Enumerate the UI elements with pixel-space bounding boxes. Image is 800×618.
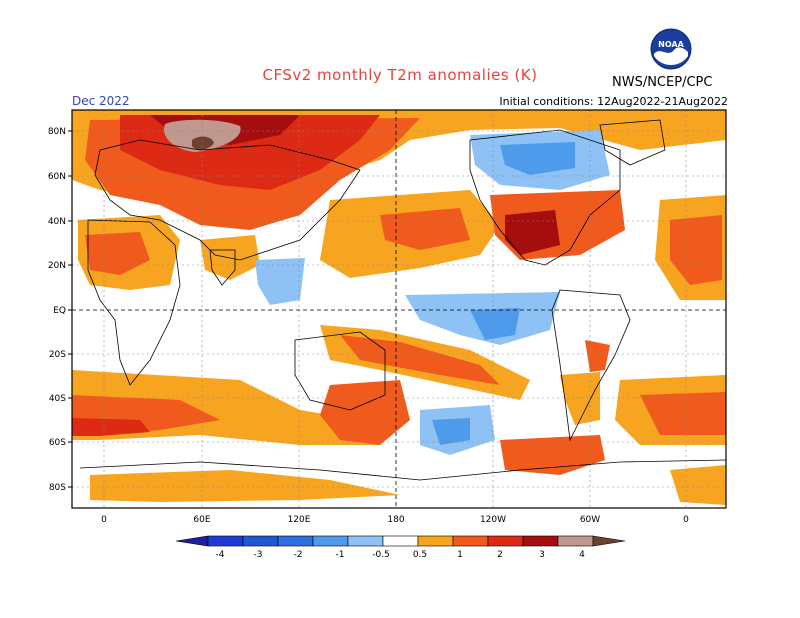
agency-label: NWS/NCEP/CPC [612, 75, 713, 90]
colorbar-swatch [207, 535, 244, 547]
lon-label: 60E [193, 515, 210, 525]
colorbar-label: 1 [457, 550, 463, 560]
colorbar-label: 0.5 [413, 550, 427, 560]
cold-region-tropical-pacific-core [470, 308, 520, 340]
gridlines [72, 110, 726, 508]
coastlines [79, 119, 726, 481]
colorbar-label: -4 [216, 550, 225, 560]
lon-labels: 0 60E 120E 180 120W 60W 0 [101, 515, 689, 525]
colorbar-swatch [487, 535, 524, 547]
colorbar-label: -3 [254, 550, 263, 560]
lat-label: EQ [53, 306, 66, 316]
lat-label: 80N [48, 127, 66, 137]
lon-label: 180 [387, 515, 404, 525]
lon-label: 0 [683, 515, 689, 525]
lat-label: 20S [49, 350, 66, 360]
warm-region-antarctica-west [670, 465, 726, 505]
colorbar-swatch [242, 535, 279, 547]
colorbar-swatch [557, 535, 594, 547]
colorbar-swatch [522, 535, 559, 547]
warm-region-npacific-core [380, 208, 470, 250]
colorbar-label: -0.5 [372, 550, 390, 560]
warm-region-samerica [585, 340, 610, 372]
warm-region-southern-ocean-atl-strong [72, 418, 150, 436]
lat-label: 60S [49, 438, 66, 448]
warm-region-africa-core [85, 232, 150, 275]
cold-region-canada-core [500, 142, 575, 175]
lat-label: 80S [49, 483, 66, 493]
lon-label: 0 [101, 515, 107, 525]
colorbar-swatch [417, 535, 454, 547]
lon-label: 120E [288, 515, 311, 525]
colorbar-label: -1 [336, 550, 345, 560]
colorbar-cap-left [175, 535, 209, 547]
lat-label: 20N [48, 261, 66, 271]
lat-label: 60N [48, 172, 66, 182]
colorbar-cap-right [592, 535, 626, 547]
colorbar-swatch [347, 535, 384, 547]
lat-label: 40N [48, 217, 66, 227]
initial-conditions: Initial conditions: 12Aug2022-21Aug2022 [499, 95, 728, 108]
valid-month: Dec 2022 [72, 94, 130, 108]
warm-region-southern-ocean-indian-core [640, 392, 726, 435]
lat-ticks [68, 130, 72, 488]
colorbar-label: 4 [579, 550, 585, 560]
lat-label: 40S [49, 394, 66, 404]
colorbar-label: -2 [294, 550, 303, 560]
warm-region-atlantic-east-core [670, 215, 722, 285]
map-frame [71, 109, 727, 509]
cold-region-south-pacific-core [432, 418, 470, 445]
noaa-logo: NOAA [650, 28, 692, 70]
map-title: CFSv2 monthly T2m anomalies (K) [262, 66, 538, 84]
warm-region-aus-south [320, 380, 410, 445]
warm-region-antarctica-east [90, 470, 400, 502]
colorbar-swatch [452, 535, 489, 547]
anomaly-field [72, 110, 726, 508]
lon-label: 120W [480, 515, 506, 525]
colorbar-label: 3 [539, 550, 545, 560]
extreme-warm-arctic-core [192, 136, 214, 150]
lon-label: 60W [580, 515, 600, 525]
lat-labels: 80N 60N 40N 20N EQ 20S 40S 60S 80S [48, 127, 66, 493]
warm-region-spcz-core [340, 335, 500, 385]
colorbar [175, 535, 626, 547]
colorbar-swatch [277, 535, 314, 547]
colorbar-label: 2 [497, 550, 503, 560]
equator-dateline [72, 110, 726, 508]
cold-region-maritime [255, 258, 305, 305]
colorbar-swatch [312, 535, 349, 547]
warm-region-india [200, 235, 260, 280]
colorbar-labels: -4 -3 -2 -1 -0.5 0.5 1 2 3 4 [216, 550, 586, 560]
logo-text: NOAA [658, 40, 684, 49]
colorbar-swatch [382, 535, 419, 547]
